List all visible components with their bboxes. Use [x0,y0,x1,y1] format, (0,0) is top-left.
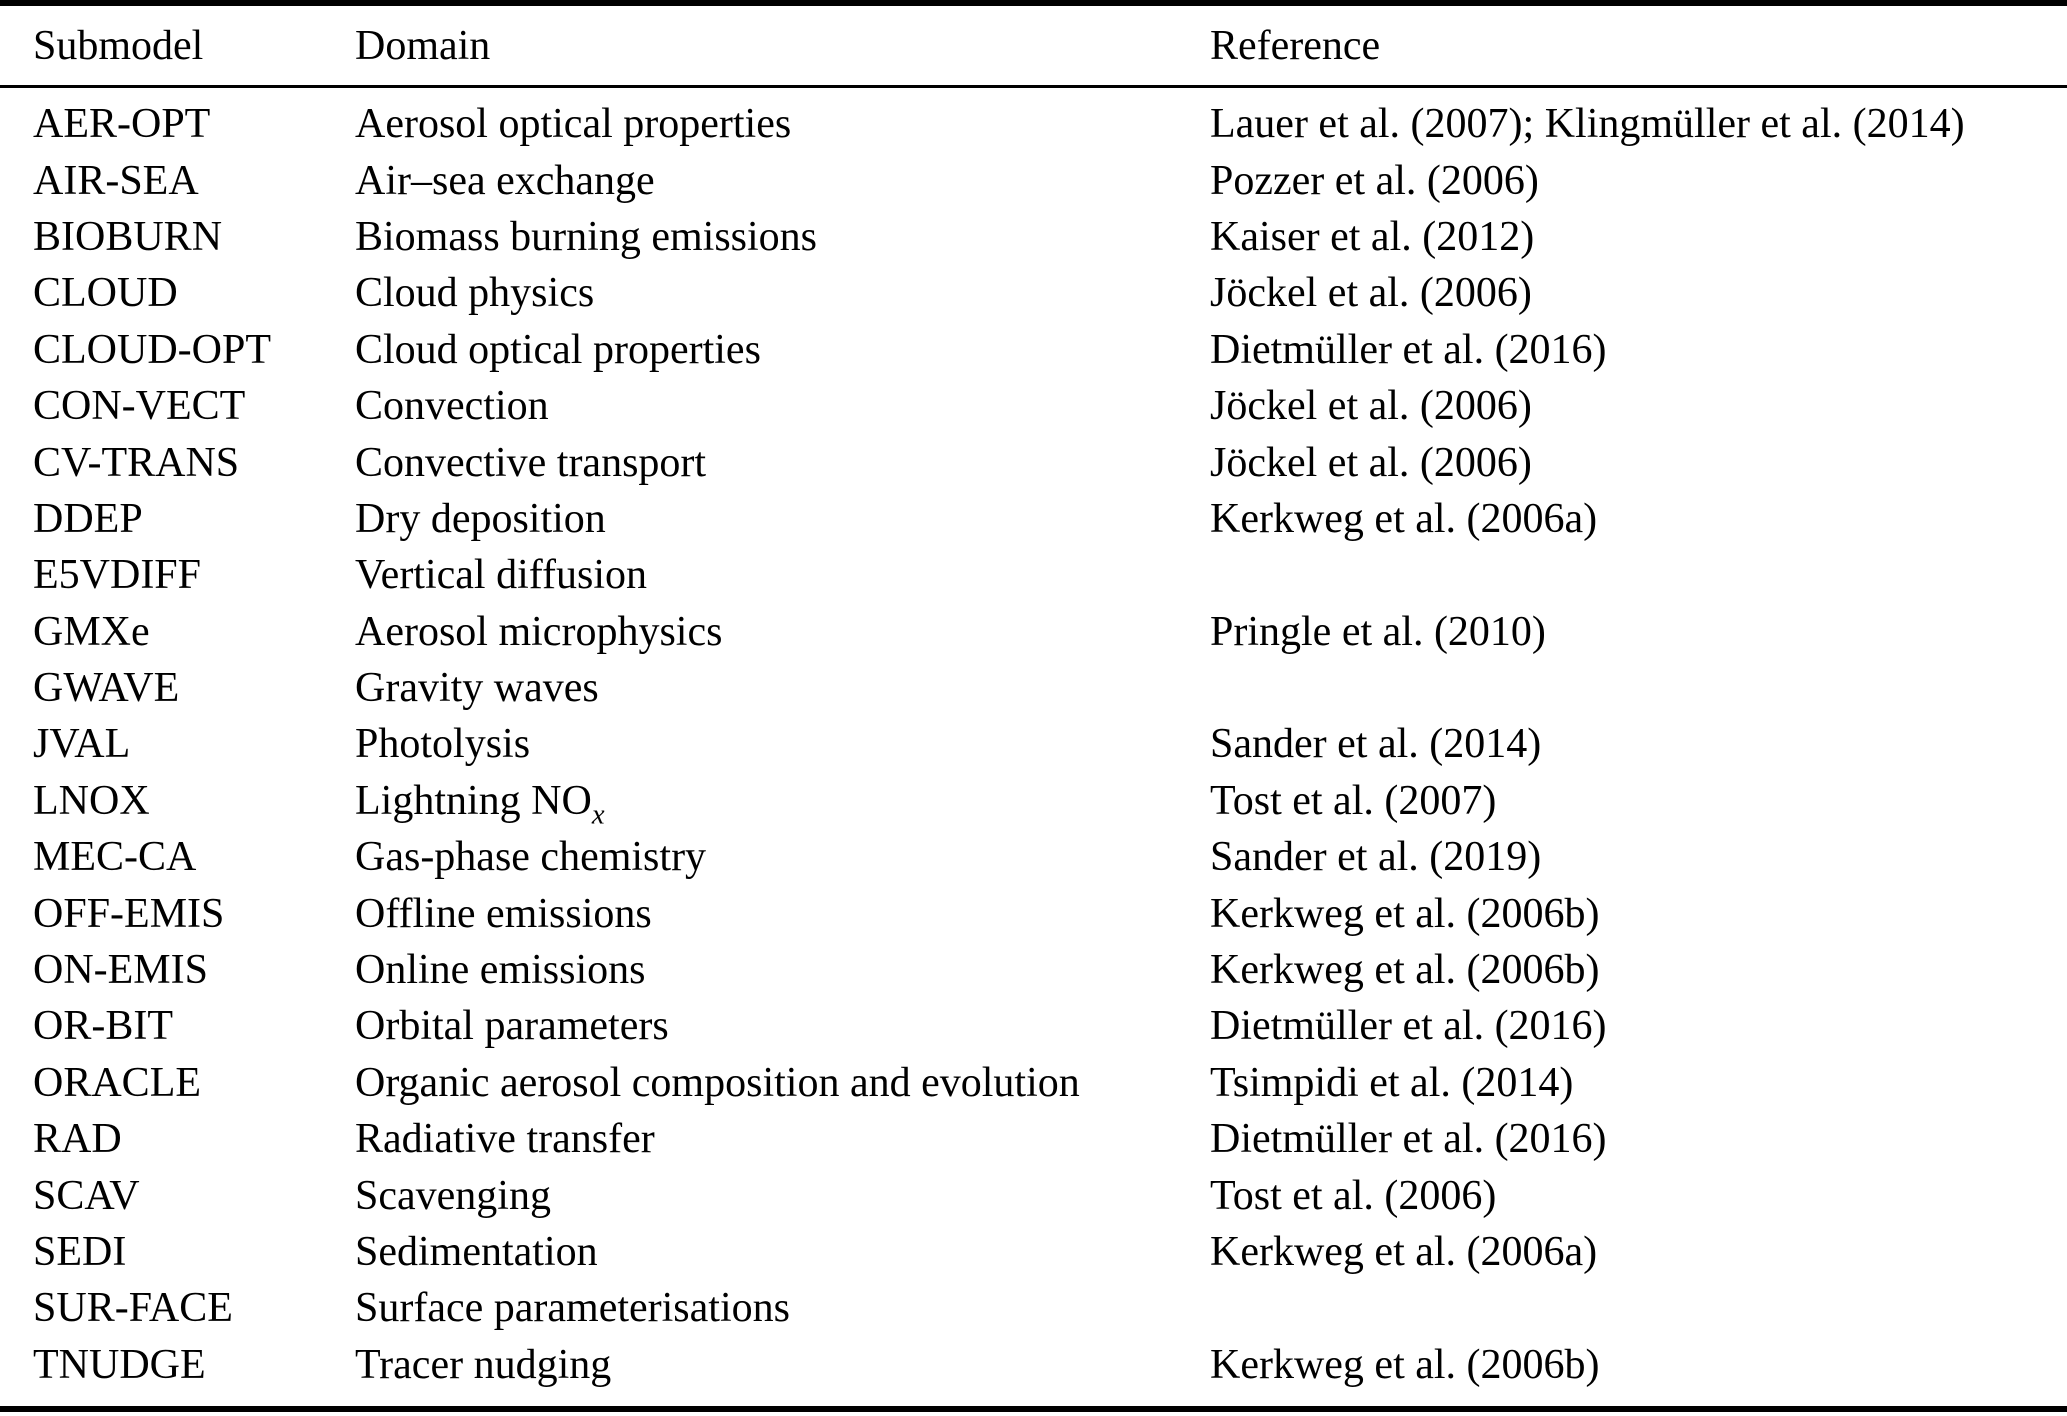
domain-cell: Sedimentation [355,1229,598,1275]
domain-cell: Dry deposition [355,495,606,542]
submodel-cell: BIOBURN [33,213,223,260]
reference-cell: Lauer et al. (2007); Klingmüller et al. … [1210,101,1965,148]
table-rule-top [0,0,2067,6]
submodel-cell: LNOX [33,777,150,824]
table-row: OR-BIT Orbital parameters Dietmüller et … [0,998,2067,1054]
table-rule-header [0,85,2067,88]
table-body: AER-OPT Aerosol optical properties Lauer… [0,96,2067,1393]
domain-cell: Tracer nudging [355,1341,612,1388]
table-row: AIR-SEA Air–sea exchange Pozzer et al. (… [0,152,2067,208]
reference-cell: Kerkweg et al. (2006a) [1210,495,1598,542]
domain-cell: Aerosol microphysics [355,608,723,655]
reference-cell: Kerkweg et al. (2006b) [1210,890,1600,937]
domain-cell: Lightning NOx [355,777,605,831]
submodel-cell: CV-TRANS [33,439,240,486]
column-header-domain: Domain [355,22,491,69]
reference-cell: Kaiser et al. (2012) [1210,213,1535,260]
domain-cell: Organic aerosol composition and evolutio… [355,1059,1080,1106]
reference-cell: Dietmüller et al. (2016) [1210,1116,1607,1163]
domain-cell: Convective transport [355,439,707,486]
domain-cell: Scavenging [355,1172,551,1219]
table-row: ON-EMIS Online emissions Kerkweg et al. … [0,942,2067,998]
domain-cell: Convection [355,383,549,430]
domain-cell: Gravity waves [355,665,599,712]
table-row: JVAL Photolysis Sander et al. (2014) [0,716,2067,772]
submodel-cell: GWAVE [33,665,180,712]
column-header-reference: Reference [1210,22,1381,69]
table-row: RAD Radiative transfer Dietmüller et al.… [0,1111,2067,1167]
domain-cell: Vertical diffusion [355,552,647,599]
table-row: AER-OPT Aerosol optical properties Lauer… [0,96,2067,152]
submodel-cell: OFF-EMIS [33,890,225,937]
domain-cell: Cloud physics [355,270,595,317]
submodel-cell: AIR-SEA [33,157,199,204]
submodel-cell: ORACLE [33,1059,201,1106]
submodel-cell: AER-OPT [33,101,211,148]
reference-cell: Tost et al. (2006) [1210,1172,1497,1219]
submodel-cell: GMXe [33,608,150,655]
domain-cell: Gas-phase chemistry [355,834,707,881]
submodel-cell: SCAV [33,1172,140,1219]
domain-cell: Online emissions [355,947,646,994]
reference-cell: Kerkweg et al. (2006a) [1210,1229,1598,1275]
table-row: BIOBURN Biomass burning emissions Kaiser… [0,209,2067,265]
reference-cell: Kerkweg et al. (2006b) [1210,1341,1600,1388]
submodel-cell: MEC-CA [33,834,197,881]
table-row: E5VDIFF Vertical diffusion [0,547,2067,603]
table-row: CON-VECT Convection Jöckel et al. (2006) [0,378,2067,434]
table-header-row: Submodel Domain Reference [0,6,2067,85]
table-rule-bottom [0,1406,2067,1412]
domain-cell: Cloud optical properties [355,326,761,373]
domain-cell: Orbital parameters [355,1003,669,1050]
submodel-cell: CON-VECT [33,383,246,430]
reference-cell: Dietmüller et al. (2016) [1210,1003,1607,1050]
table-row: SEDI Sedimentation Kerkweg et al. (2006a… [0,1224,2067,1280]
table-row: ORACLE Organic aerosol composition and e… [0,1055,2067,1111]
table-row: CLOUD-OPT Cloud optical properties Dietm… [0,322,2067,378]
table-row: MEC-CA Gas-phase chemistry Sander et al.… [0,829,2067,885]
domain-cell: Radiative transfer [355,1116,655,1163]
reference-cell: Jöckel et al. (2006) [1210,439,1532,486]
submodel-cell: JVAL [33,721,131,768]
submodel-cell: OR-BIT [33,1003,173,1050]
reference-cell: Jöckel et al. (2006) [1210,383,1532,430]
reference-cell: Sander et al. (2014) [1210,721,1542,768]
table-row: OFF-EMIS Offline emissions Kerkweg et al… [0,885,2067,941]
submodel-cell: ON-EMIS [33,947,208,994]
table-row: SCAV Scavenging Tost et al. (2006) [0,1167,2067,1223]
domain-cell: Photolysis [355,721,531,768]
submodel-cell: CLOUD [33,270,178,317]
domain-cell: Air–sea exchange [355,157,655,204]
table-row: TNUDGE Tracer nudging Kerkweg et al. (20… [0,1337,2067,1393]
submodel-cell: CLOUD-OPT [33,326,271,373]
reference-cell: Jöckel et al. (2006) [1210,270,1532,317]
table-row: GMXe Aerosol microphysics Pringle et al.… [0,604,2067,660]
table-row: CLOUD Cloud physics Jöckel et al. (2006) [0,265,2067,321]
table-row: DDEP Dry deposition Kerkweg et al. (2006… [0,491,2067,547]
table-row: LNOX Lightning NOx Tost et al. (2007) [0,773,2067,829]
reference-cell: Pringle et al. (2010) [1210,608,1546,655]
submodel-cell: SEDI [33,1229,127,1275]
submodel-cell: SUR-FACE [33,1285,233,1332]
domain-cell: Aerosol optical properties [355,101,792,148]
column-header-submodel: Submodel [33,22,204,69]
submodel-cell: E5VDIFF [33,552,202,599]
table-row: SUR-FACE Surface parameterisations [0,1280,2067,1336]
reference-cell: Tsimpidi et al. (2014) [1210,1059,1574,1106]
table-row: CV-TRANS Convective transport Jöckel et … [0,434,2067,490]
reference-cell: Kerkweg et al. (2006b) [1210,947,1600,994]
table-row: GWAVE Gravity waves [0,660,2067,716]
domain-cell: Surface parameterisations [355,1285,790,1332]
submodel-cell: RAD [33,1116,122,1163]
submodel-cell: TNUDGE [33,1341,206,1388]
submodel-cell: DDEP [33,495,143,542]
reference-cell: Dietmüller et al. (2016) [1210,326,1607,373]
domain-cell: Offline emissions [355,890,652,937]
reference-cell: Pozzer et al. (2006) [1210,157,1539,204]
reference-cell: Sander et al. (2019) [1210,834,1542,881]
domain-cell: Biomass burning emissions [355,213,818,260]
reference-cell: Tost et al. (2007) [1210,777,1497,824]
